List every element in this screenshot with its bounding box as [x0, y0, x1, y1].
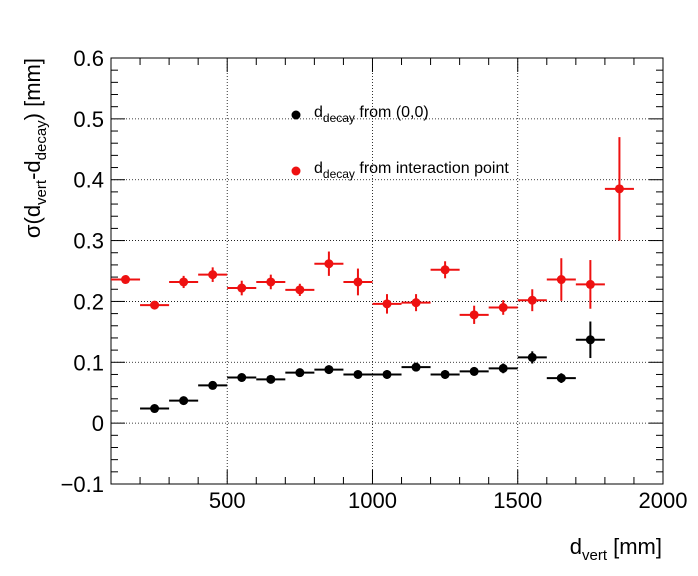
- data-point: [150, 404, 160, 414]
- data-point: [556, 373, 566, 383]
- data-point: [382, 369, 392, 379]
- data-point: [324, 365, 334, 375]
- x-tick-label: 2000: [639, 488, 688, 513]
- y-tick-label: −0.1: [61, 472, 104, 497]
- y-tick-label: 0.2: [73, 289, 104, 314]
- data-point: [585, 279, 595, 289]
- x-axis-label: dvert [mm]: [570, 534, 662, 564]
- data-point: [353, 277, 363, 287]
- y-tick-label: 0.5: [73, 107, 104, 132]
- data-point: [237, 283, 247, 293]
- data-point: [411, 362, 421, 372]
- x-tick-label: 1500: [493, 488, 542, 513]
- plot-frame: [110, 57, 664, 485]
- data-point: [208, 270, 218, 280]
- series-1: [111, 137, 634, 324]
- y-tick-label: 0: [92, 411, 104, 436]
- data-point: [614, 184, 624, 194]
- data-point: [179, 396, 189, 406]
- data-point: [440, 369, 450, 379]
- data-point: [527, 352, 537, 362]
- data-point: [469, 310, 479, 320]
- legend-entry-red: ddecay from interaction point: [314, 160, 509, 181]
- legend-marker-black: [291, 110, 301, 120]
- data-point: [353, 369, 363, 379]
- data-point: [266, 277, 276, 287]
- data-point: [498, 363, 508, 373]
- y-tick-label: 0.3: [73, 229, 104, 254]
- data-point: [440, 265, 450, 275]
- data-point: [266, 374, 276, 384]
- y-axis-label: σ(dvert-ddecay) [mm]: [20, 58, 50, 238]
- tick-label-layer: 500 1000 1500 2000 −0.1 0 0.1 0.2 0.3 0.4 0.5 0.6: [61, 46, 688, 513]
- data-point: [469, 366, 479, 376]
- data-point: [295, 368, 305, 378]
- legend-marker-red: [291, 166, 301, 176]
- legend: ddecay from (0,0) ddecay from interactio…: [291, 104, 509, 181]
- data-point: [150, 300, 160, 310]
- data-point: [556, 275, 566, 285]
- data-point: [585, 335, 595, 345]
- data-point: [382, 299, 392, 309]
- y-tick-label: 0.4: [73, 168, 104, 193]
- series-0: [140, 321, 605, 414]
- data-point: [179, 277, 189, 287]
- y-tick-label: 0.6: [73, 46, 104, 71]
- legend-entry-black: ddecay from (0,0): [314, 104, 429, 125]
- series-layer: [111, 137, 634, 414]
- data-point: [121, 275, 131, 285]
- data-point: [324, 259, 334, 269]
- data-point: [498, 303, 508, 313]
- x-tick-label: 1000: [348, 488, 397, 513]
- x-tick-label: 500: [209, 488, 246, 513]
- data-point: [411, 298, 421, 308]
- y-tick-label: 0.1: [73, 350, 104, 375]
- data-point: [208, 380, 218, 390]
- data-point: [527, 295, 537, 305]
- data-point: [237, 373, 247, 382]
- data-point: [295, 285, 305, 295]
